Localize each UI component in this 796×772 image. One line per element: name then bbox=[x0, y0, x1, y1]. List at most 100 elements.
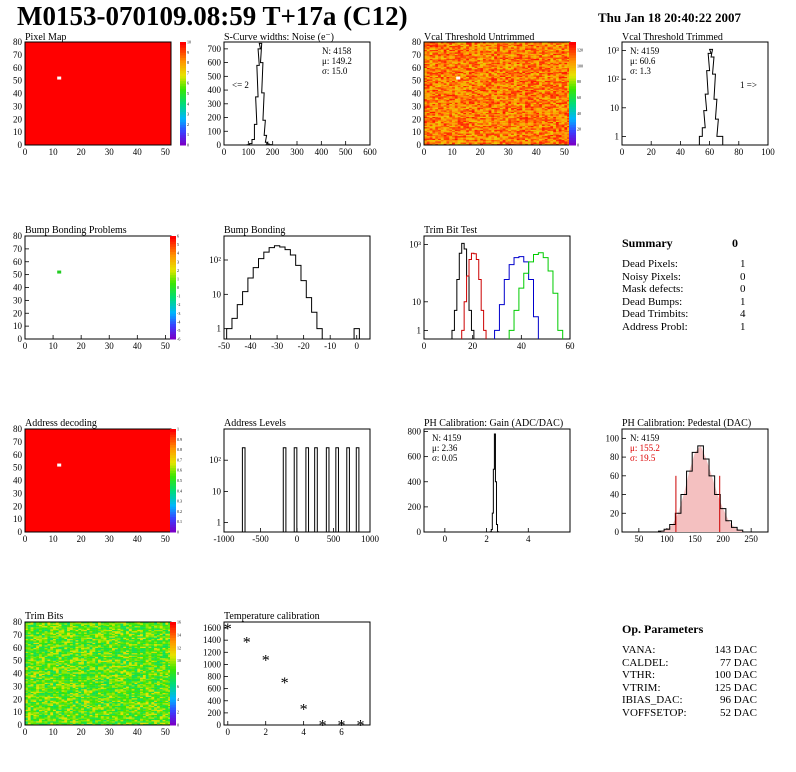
vcal-untrimmed-cell bbox=[536, 88, 540, 90]
vcal-untrimmed-cell bbox=[519, 65, 523, 67]
vcal-untrimmed-cell bbox=[452, 88, 456, 90]
vcal-untrimmed-cell bbox=[482, 78, 486, 80]
vcal-untrimmed-cell bbox=[460, 121, 464, 124]
vcal-untrimmed-cell bbox=[553, 44, 557, 47]
trim-bits-cell bbox=[25, 696, 29, 699]
vcal-trimmed-xtick-label: 40 bbox=[676, 147, 686, 157]
vcal-untrimmed-cell bbox=[530, 124, 534, 126]
vcal-untrimmed-cell bbox=[454, 53, 458, 56]
vcal-untrimmed-cell bbox=[480, 142, 484, 144]
vcal-untrimmed-cell bbox=[525, 49, 529, 52]
vcal-untrimmed-cell bbox=[488, 65, 492, 67]
vcal-untrimmed-cell bbox=[468, 123, 472, 125]
vcal-untrimmed-cell bbox=[544, 87, 548, 89]
pixel-map-xtick-label: 30 bbox=[105, 147, 115, 157]
vcal-untrimmed-cell bbox=[527, 130, 531, 133]
vcal-untrimmed-cell bbox=[460, 134, 464, 137]
vcal-untrimmed-cell bbox=[499, 105, 503, 107]
vcal-untrimmed-cell bbox=[454, 87, 458, 89]
vcal-untrimmed-cell bbox=[499, 132, 503, 134]
vcal-untrimmed-cell bbox=[550, 45, 554, 48]
vcal-untrimmed-cell bbox=[547, 74, 551, 76]
bump-problems-palette-cell bbox=[170, 266, 176, 270]
vcal-untrimmed-cell bbox=[553, 134, 557, 137]
vcal-untrimmed-cell bbox=[564, 102, 568, 104]
vcal-untrimmed-cell bbox=[477, 97, 481, 99]
vcal-untrimmed-cell bbox=[555, 62, 559, 65]
vcal-untrimmed-cell bbox=[550, 88, 554, 90]
vcal-untrimmed-cell bbox=[502, 138, 506, 141]
vcal-untrimmed-cell bbox=[511, 107, 515, 110]
vcal-untrimmed-cell bbox=[511, 105, 515, 107]
vcal-untrimmed-cell bbox=[502, 107, 506, 110]
vcal-untrimmed-cell bbox=[429, 81, 433, 84]
vcal-untrimmed-cell bbox=[539, 106, 543, 108]
vcal-untrimmed-cell bbox=[466, 117, 470, 120]
vcal-untrimmed-cell bbox=[513, 92, 517, 94]
trim-bits-cell bbox=[30, 709, 34, 712]
vcal-untrimmed-cell bbox=[449, 79, 453, 81]
vcal-untrimmed-cell bbox=[491, 130, 495, 133]
vcal-untrimmed-cell bbox=[555, 128, 559, 130]
vcal-untrimmed-cell bbox=[527, 96, 531, 98]
vcal-untrimmed-cell bbox=[558, 61, 562, 63]
vcal-untrimmed-cell bbox=[564, 69, 568, 71]
trim-bits-cell bbox=[27, 692, 31, 695]
vcal-untrimmed-cell bbox=[567, 56, 571, 58]
vcal-untrimmed-cell bbox=[555, 71, 559, 74]
vcal-untrimmed-cell bbox=[482, 65, 486, 67]
trim-bits-cell bbox=[27, 717, 31, 719]
vcal-untrimmed-cell bbox=[547, 67, 551, 70]
vcal-untrimmed-cell bbox=[522, 101, 526, 103]
vcal-untrimmed-cell bbox=[494, 80, 498, 83]
vcal-untrimmed-cell bbox=[553, 43, 557, 45]
vcal-untrimmed-cell bbox=[536, 138, 540, 141]
vcal-untrimmed-cell bbox=[468, 110, 472, 112]
vcal-untrimmed-cell bbox=[555, 80, 559, 83]
vcal-untrimmed-cell bbox=[466, 96, 470, 98]
vcal-untrimmed-cell bbox=[544, 85, 548, 88]
vcal-untrimmed-cell bbox=[527, 106, 531, 108]
vcal-untrimmed-cell bbox=[435, 119, 439, 121]
vcal-untrimmed-cell bbox=[516, 112, 520, 115]
vcal-untrimmed-palette-cell bbox=[569, 93, 576, 97]
trim-bits-cell bbox=[25, 699, 29, 701]
vcal-untrimmed-cell bbox=[429, 43, 433, 45]
vcal-untrimmed-cell bbox=[463, 74, 467, 76]
vcal-untrimmed-cell bbox=[508, 139, 512, 142]
trim-bits-cell bbox=[25, 695, 29, 697]
vcal-untrimmed-cell bbox=[457, 57, 461, 59]
vcal-untrimmed-cell bbox=[530, 112, 534, 115]
scurve-xtick-label: 500 bbox=[339, 147, 353, 157]
vcal-untrimmed-cell bbox=[452, 81, 456, 84]
trim-bits-cell bbox=[30, 715, 34, 718]
trim-bit-test-title: Trim Bit Test bbox=[424, 225, 477, 236]
vcal-untrimmed-cell bbox=[485, 92, 489, 94]
vcal-untrimmed-cell bbox=[466, 49, 470, 52]
vcal-untrimmed-cell bbox=[463, 132, 467, 134]
vcal-untrimmed-cell bbox=[541, 137, 545, 139]
vcal-untrimmed-cell bbox=[516, 74, 520, 76]
vcal-untrimmed-cell bbox=[491, 54, 495, 57]
vcal-untrimmed-cell bbox=[454, 65, 458, 67]
vcal-untrimmed-cell bbox=[440, 107, 444, 110]
vcal-untrimmed-cell bbox=[558, 134, 562, 137]
vcal-untrimmed-cell bbox=[466, 79, 470, 81]
vcal-untrimmed-cell bbox=[452, 57, 456, 59]
vcal-untrimmed-cell bbox=[555, 47, 559, 49]
bump-problems-title: Bump Bonding Problems bbox=[25, 225, 127, 236]
pixel-map-palette-label: 8 bbox=[187, 60, 189, 65]
vcal-untrimmed-cell bbox=[564, 43, 568, 45]
ph-pedestal-stat: μ: 155.2 bbox=[630, 443, 660, 453]
vcal-untrimmed-cell bbox=[550, 44, 554, 47]
vcal-untrimmed-cell bbox=[558, 117, 562, 120]
trim-bits-cell bbox=[33, 713, 37, 715]
vcal-untrimmed-cell bbox=[424, 103, 428, 106]
vcal-untrimmed-cell bbox=[553, 93, 557, 95]
trim-bits-cell bbox=[27, 718, 31, 721]
vcal-untrimmed-cell bbox=[482, 114, 486, 116]
vcal-untrimmed-cell bbox=[460, 126, 464, 129]
vcal-untrimmed-cell bbox=[429, 138, 433, 141]
vcal-untrimmed-cell bbox=[505, 42, 509, 44]
vcal-untrimmed-cell bbox=[530, 139, 534, 142]
